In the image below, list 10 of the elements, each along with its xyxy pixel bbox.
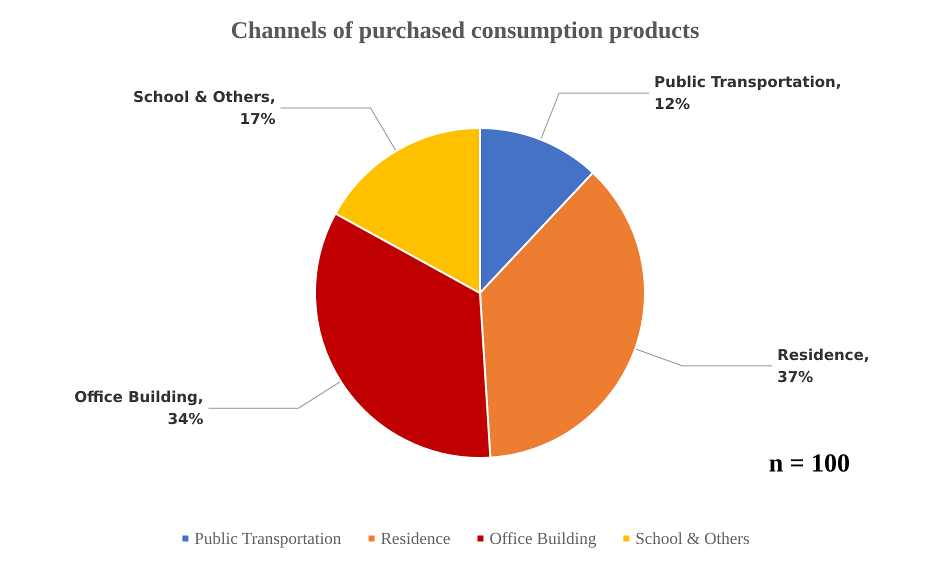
data-label: School & Others, 17% xyxy=(133,88,276,128)
legend-label: Office Building xyxy=(489,529,597,548)
data-label: Public Transportation, 12% xyxy=(654,73,842,114)
chart-title: Channels of purchased consumption products xyxy=(230,18,700,44)
text: n = 100 xyxy=(768,448,850,478)
data-label: Office Building, 34% xyxy=(74,388,204,428)
legend-label: Residence xyxy=(380,529,450,548)
legend-label: School & Others xyxy=(635,529,750,548)
data-label: Residence, 37% xyxy=(777,346,870,386)
legend-label: Public Transportation xyxy=(194,529,342,548)
